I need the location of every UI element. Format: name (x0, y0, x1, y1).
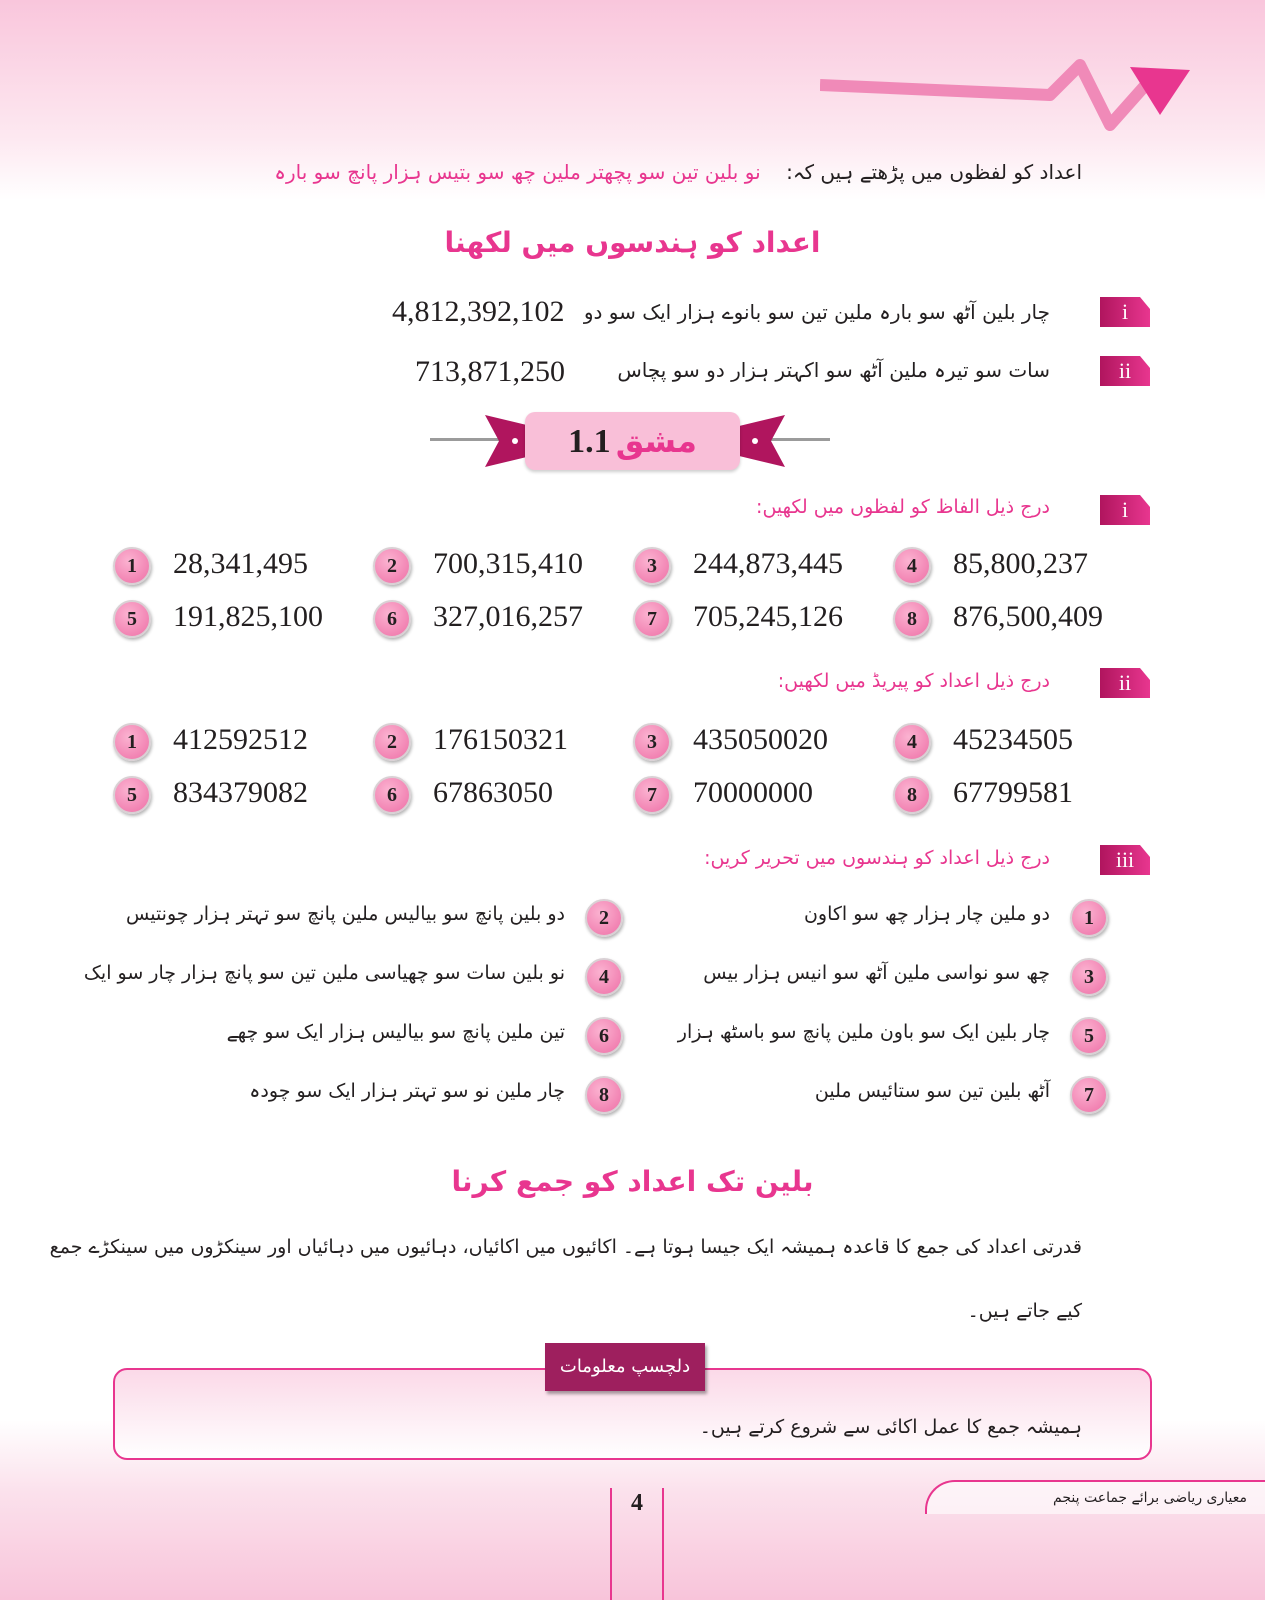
exercise-ribbon (485, 415, 785, 467)
item-value: 45234505 (953, 723, 1073, 756)
item-number-circle: 3 (1070, 958, 1108, 996)
intro-line: اعداد کو لفظوں میں پڑھتے ہیں کہ: نو بلین… (274, 160, 1082, 184)
item-number-circle: 8 (893, 776, 931, 814)
exercise-number: 1.1 (568, 423, 611, 460)
example-words-ii: سات سو تیرہ ملین آٹھ سو اکہتر ہزار دو سو… (617, 358, 1050, 382)
item-number-circle: 7 (633, 600, 671, 638)
section-heading-writing-numbers: اعداد کو ہندسوں میں لکھنا (444, 226, 821, 259)
item-number-circle: 2 (585, 899, 623, 937)
item-words: چار بلین ایک سو باون ملین پانچ سو باسٹھ … (677, 1021, 1050, 1043)
item-value: 327,016,257 (433, 600, 583, 633)
item-number-circle: 4 (585, 958, 623, 996)
item-words: آٹھ بلین تین سو ستائیس ملین (814, 1080, 1050, 1102)
part-iii-instruction: درج ذیل اعداد کو ہندسوں میں تحریر کریں: (704, 847, 1050, 869)
item-number-circle: 4 (893, 723, 931, 761)
item-number-circle: 3 (633, 723, 671, 761)
part-ii-instruction: درج ذیل اعداد کو پیریڈ میں لکھیں: (777, 670, 1050, 692)
item-number-circle: 1 (113, 723, 151, 761)
exercise-word: مشق (615, 422, 697, 460)
info-box-label: دلچسپ معلومات (545, 1343, 705, 1391)
top-decorative-background (0, 0, 1265, 200)
item-value: 834379082 (173, 776, 308, 809)
info-box-text: ہمیشہ جمع کا عمل اکائی سے شروع کرتے ہیں۔ (699, 1416, 1082, 1438)
paragraph-line-2: کیے جاتے ہیں۔ (967, 1300, 1082, 1322)
part-i-instruction: درج ذیل الفاظ کو لفظوں میں لکھیں: (756, 496, 1050, 518)
item-value: 412592512 (173, 723, 308, 756)
exercise-title: 1.1 مشق (525, 412, 740, 470)
item-value: 85,800,237 (953, 547, 1088, 580)
item-value: 244,873,445 (693, 547, 843, 580)
item-number-circle: 8 (585, 1076, 623, 1114)
example-number-i: 4,812,392,102 (392, 295, 565, 328)
item-number-circle: 6 (585, 1017, 623, 1055)
item-number-circle: 3 (633, 547, 671, 585)
intro-prefix: اعداد کو لفظوں میں پڑھتے ہیں کہ: (786, 160, 1082, 184)
item-value: 876,500,409 (953, 600, 1103, 633)
item-number-circle: 1 (113, 547, 151, 585)
item-number-circle: 7 (1070, 1076, 1108, 1114)
item-value: 176150321 (433, 723, 568, 756)
item-words: دو ملین چار ہزار چھ سو اکاون (803, 903, 1050, 925)
item-words: چار ملین نو سو تہتر ہزار ایک سو چودہ (249, 1080, 565, 1102)
part-i-badge: i (1100, 495, 1150, 525)
item-words: نو بلین سات سو چھیاسی ملین تین سو پانچ ہ… (83, 962, 565, 984)
item-number-circle: 4 (893, 547, 931, 585)
footer-book-title: معیاری ریاضی برائے جماعت پنجم (925, 1480, 1265, 1514)
item-number-circle: 6 (373, 776, 411, 814)
arrow-decoration-icon (820, 59, 1190, 131)
example-words-i: چار بلین آٹھ سو بارہ ملین تین سو بانوے ہ… (583, 300, 1050, 324)
item-value: 700,315,410 (433, 547, 583, 580)
section-heading-adding-numbers: بلین تک اعداد کو جمع کرنا (451, 1165, 814, 1198)
item-value: 70000000 (693, 776, 813, 809)
item-value: 435050020 (693, 723, 828, 756)
example-badge-ii: ii (1100, 356, 1150, 386)
item-number-circle: 5 (113, 600, 151, 638)
item-number-circle: 2 (373, 547, 411, 585)
item-number-circle: 5 (113, 776, 151, 814)
item-value: 191,825,100 (173, 600, 323, 633)
intro-words: نو بلین تین سو پچھتر ملین چھ سو بتیس ہزا… (274, 160, 761, 184)
item-number-circle: 5 (1070, 1017, 1108, 1055)
example-badge-i: i (1100, 297, 1150, 327)
item-value: 67799581 (953, 776, 1073, 809)
item-words: چھ سو نواسی ملین آٹھ سو انیس ہزار بیس (703, 962, 1050, 984)
item-value: 67863050 (433, 776, 553, 809)
part-iii-badge: iii (1100, 845, 1150, 875)
part-ii-badge: ii (1100, 668, 1150, 698)
item-number-circle: 2 (373, 723, 411, 761)
item-number-circle: 1 (1070, 899, 1108, 937)
item-number-circle: 6 (373, 600, 411, 638)
page-number: 4 (610, 1488, 664, 1600)
item-number-circle: 8 (893, 600, 931, 638)
item-value: 28,341,495 (173, 547, 308, 580)
item-words: دو بلین پانچ سو بیالیس ملین پانچ سو تہتر… (125, 903, 565, 925)
example-number-ii: 713,871,250 (415, 355, 565, 388)
item-words: تین ملین پانچ سو بیالیس ہزار ایک سو چھے (226, 1021, 565, 1043)
item-value: 705,245,126 (693, 600, 843, 633)
item-number-circle: 7 (633, 776, 671, 814)
paragraph-line-1: قدرتی اعداد کی جمع کا قاعدہ ہمیشہ ایک جی… (49, 1236, 1082, 1258)
